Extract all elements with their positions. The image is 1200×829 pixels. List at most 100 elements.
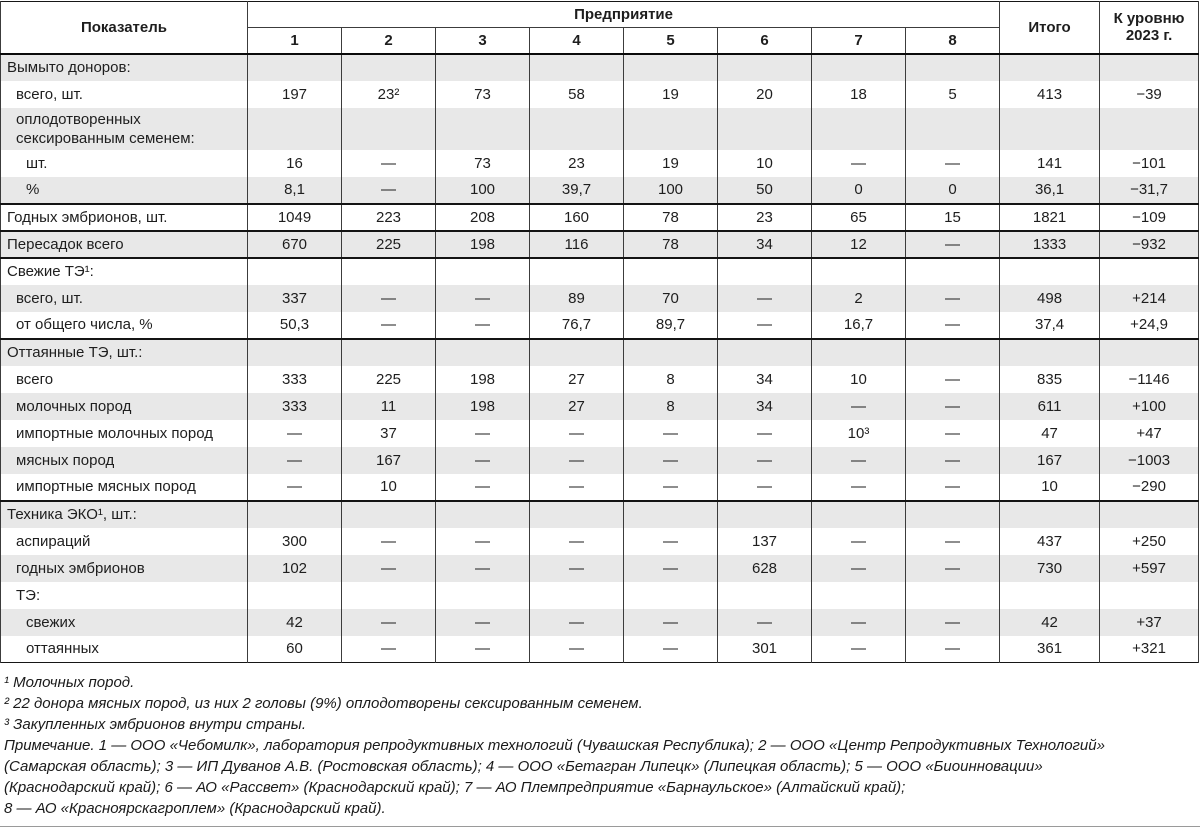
- cell-total: 413: [999, 80, 1101, 108]
- cell-enterprise-5: —: [623, 608, 718, 636]
- cell-enterprise-8: 0: [904, 176, 1001, 204]
- cell-total: 141: [999, 149, 1101, 177]
- cell-vs-2023: −1146: [1099, 365, 1200, 393]
- row-label: импортные мясных пород: [0, 473, 248, 501]
- cell-enterprise-2: [341, 107, 436, 150]
- cell-enterprise-7: 65: [811, 203, 906, 231]
- cell-enterprise-2: —: [341, 635, 436, 663]
- table-row: Вымыто доноров:: [0, 53, 1200, 81]
- cell-enterprise-1: 42: [247, 608, 342, 636]
- cell-enterprise-6: 34: [717, 392, 812, 420]
- row-label: шт.: [0, 149, 248, 177]
- cell-enterprise-3: 198: [435, 392, 530, 420]
- cell-total: 1333: [999, 230, 1101, 258]
- cell-total: 437: [999, 527, 1101, 555]
- cell-enterprise-4: [529, 338, 624, 366]
- cell-enterprise-5: —: [623, 554, 718, 582]
- cell-enterprise-3: —: [435, 446, 530, 474]
- header-row-groups: Показатель Предприятие Итого К уровню 20…: [0, 1, 1200, 54]
- table-row: Годных эмбрионов, шт. 1049 223 208 160 78 23 65…: [0, 203, 1200, 231]
- cell-enterprise-2: —: [341, 554, 436, 582]
- cell-enterprise-5: 70: [623, 284, 718, 312]
- cell-enterprise-3: 73: [435, 80, 530, 108]
- cell-enterprise-1: [247, 107, 342, 150]
- cell-vs-2023: −290: [1099, 473, 1200, 501]
- cell-vs-2023: +100: [1099, 392, 1200, 420]
- cell-enterprise-6: —: [717, 311, 812, 339]
- cell-enterprise-1: —: [247, 419, 342, 447]
- cell-enterprise-7: 10³: [811, 419, 906, 447]
- cell-enterprise-4: —: [529, 446, 624, 474]
- cell-vs-2023: +214: [1099, 284, 1200, 312]
- cell-enterprise-1: [247, 257, 342, 285]
- note-line: Примечание. 1 — ООО «Чебомилк», лаборато…: [4, 737, 1105, 754]
- cell-enterprise-3: [435, 581, 530, 609]
- cell-enterprise-6: 34: [717, 230, 812, 258]
- table-row: ТЭ:: [0, 581, 1200, 609]
- cell-enterprise-7: 2: [811, 284, 906, 312]
- table-row: импортные мясных пород —10— — — — — —10 −290: [0, 473, 1200, 501]
- col-header-total: Итого: [999, 1, 1101, 54]
- cell-enterprise-3: —: [435, 311, 530, 339]
- cell-enterprise-8: [904, 338, 1001, 366]
- cell-enterprise-7: 10: [811, 365, 906, 393]
- cell-total: 835: [999, 365, 1101, 393]
- cell-enterprise-6: [717, 257, 812, 285]
- cell-enterprise-8: —: [904, 230, 1001, 258]
- cell-enterprise-3: —: [435, 608, 530, 636]
- cell-enterprise-2: —: [341, 176, 436, 204]
- cell-enterprise-8: [904, 257, 1001, 285]
- cell-enterprise-4: 58: [529, 80, 624, 108]
- cell-vs-2023: −932: [1099, 230, 1200, 258]
- col-header-enterprise-4: 4: [529, 27, 624, 54]
- cell-total: [999, 500, 1101, 528]
- row-label: Техника ЭКО¹, шт.:: [0, 500, 248, 528]
- footnote-line: ¹ Молочных пород.: [4, 674, 135, 691]
- cell-enterprise-6: —: [717, 473, 812, 501]
- cell-enterprise-6: [717, 500, 812, 528]
- row-label: свежих: [0, 608, 248, 636]
- cell-enterprise-8: —: [904, 608, 1001, 636]
- row-label: Пересадок всего: [0, 230, 248, 258]
- cell-enterprise-5: —: [623, 446, 718, 474]
- cell-vs-2023: [1099, 581, 1200, 609]
- row-label: Свежие ТЭ¹:: [0, 257, 248, 285]
- cell-enterprise-4: [529, 257, 624, 285]
- cell-enterprise-7: 16,7: [811, 311, 906, 339]
- cell-enterprise-7: —: [811, 635, 906, 663]
- cell-enterprise-8: —: [904, 392, 1001, 420]
- cell-enterprise-7: [811, 338, 906, 366]
- cell-enterprise-7: —: [811, 608, 906, 636]
- cell-enterprise-1: 1049: [247, 203, 342, 231]
- row-label: всего: [0, 365, 248, 393]
- cell-vs-2023: −31,7: [1099, 176, 1200, 204]
- cell-total: 36,1: [999, 176, 1101, 204]
- row-label: годных эмбрионов: [0, 554, 248, 582]
- data-table: Показатель Предприятие Итого К уровню 20…: [0, 1, 1200, 663]
- cell-vs-2023: −39: [1099, 80, 1200, 108]
- cell-enterprise-6: —: [717, 284, 812, 312]
- row-label: Оттаянные ТЭ, шт.:: [0, 338, 248, 366]
- col-header-enterprise-7: 7: [811, 27, 906, 54]
- cell-enterprise-6: 137: [717, 527, 812, 555]
- cell-enterprise-2: 225: [341, 230, 436, 258]
- cell-total: 1821: [999, 203, 1101, 231]
- cell-enterprise-4: —: [529, 635, 624, 663]
- row-label: Годных эмбрионов, шт.: [0, 203, 248, 231]
- row-label: всего, шт.: [0, 80, 248, 108]
- cell-enterprise-2: 225: [341, 365, 436, 393]
- cell-enterprise-1: 60: [247, 635, 342, 663]
- cell-enterprise-2: —: [341, 149, 436, 177]
- cell-enterprise-3: —: [435, 527, 530, 555]
- cell-vs-2023: −109: [1099, 203, 1200, 231]
- cell-enterprise-1: 16: [247, 149, 342, 177]
- table-row: молочных пород 333 11 198 27 8 34— —611 +100: [0, 392, 1200, 420]
- cell-enterprise-1: [247, 500, 342, 528]
- cell-enterprise-7: —: [811, 149, 906, 177]
- table-row: Техника ЭКО¹, шт.:: [0, 500, 1200, 528]
- cell-enterprise-7: —: [811, 527, 906, 555]
- cell-enterprise-4: 89: [529, 284, 624, 312]
- cell-vs-2023: [1099, 500, 1200, 528]
- table-row: свежих 42— — — — — — —42 +37: [0, 608, 1200, 636]
